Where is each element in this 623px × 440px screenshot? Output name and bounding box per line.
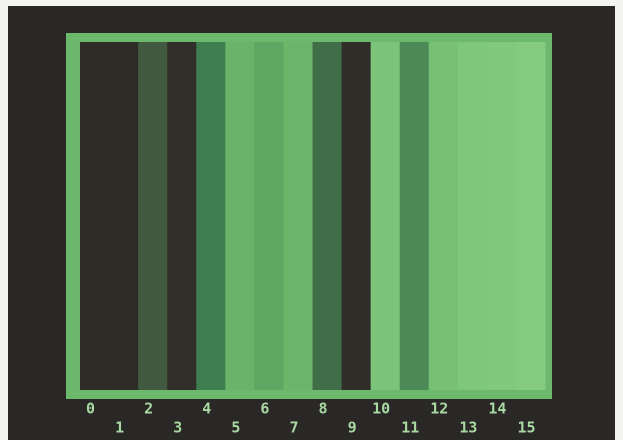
color-bar [109,42,139,390]
color-bar [80,42,110,390]
color-label: 1 [115,419,124,437]
color-bar [167,42,197,390]
color-label: 0 [86,400,95,418]
color-label: 11 [401,419,419,437]
color-bar [312,42,343,390]
color-bar [225,42,255,390]
color-bars [80,42,546,390]
color-label: 9 [348,419,357,437]
color-label: 12 [430,400,448,418]
color-bar [254,42,284,390]
color-label: 6 [260,400,269,418]
color-label: 3 [173,419,182,437]
color-bar [283,42,313,390]
color-bar [428,42,459,390]
color-bar [457,42,488,390]
color-bar [515,42,546,390]
color-label: 14 [488,400,506,418]
color-bar [341,42,372,390]
color-label: 2 [144,400,153,418]
color-label: 13 [459,419,477,437]
color-bar [486,42,517,390]
color-bar [196,42,226,390]
color-bar [370,42,401,390]
color-bar [399,42,430,390]
color-label: 15 [517,419,535,437]
color-label: 4 [202,400,211,418]
color-label: 5 [231,419,240,437]
color-label: 8 [319,400,328,418]
color-label: 10 [372,400,390,418]
color-label: 7 [289,419,298,437]
color-bar [138,42,168,390]
